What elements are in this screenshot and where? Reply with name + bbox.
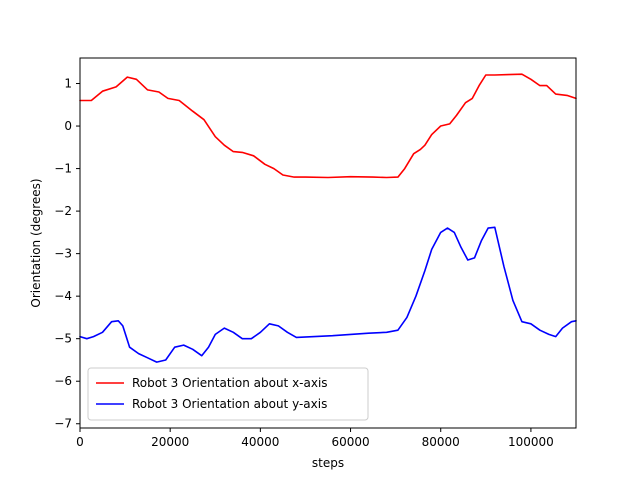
y-tick-label: −3 — [54, 247, 72, 261]
x-tick-label: 60000 — [331, 435, 369, 449]
legend-label: Robot 3 Orientation about y-axis — [132, 397, 327, 411]
y-tick-label: −4 — [54, 289, 72, 303]
legend-label: Robot 3 Orientation about x-axis — [132, 376, 328, 390]
y-tick-label: 1 — [64, 77, 72, 91]
legend-box — [87, 367, 369, 421]
y-axis: −7 −6 −5 −4 −3 −2 −1 0 1 — [54, 77, 80, 431]
series-layer — [79, 73, 577, 363]
y-axis-label: Orientation (degrees) — [29, 178, 43, 307]
y-tick-label: −7 — [54, 417, 72, 431]
y-tick-label: −1 — [54, 162, 72, 176]
series-line-1 — [79, 73, 577, 179]
x-tick-label: 20000 — [151, 435, 189, 449]
y-tick-label: −2 — [54, 204, 72, 218]
series-line-2 — [79, 226, 577, 363]
y-tick-label: −6 — [54, 374, 72, 388]
x-tick-label: 40000 — [241, 435, 279, 449]
x-axis-label: steps — [312, 456, 344, 470]
plot-frame — [79, 57, 577, 429]
y-tick-label: 0 — [64, 119, 72, 133]
x-axis: 0 20000 40000 60000 80000 100000 — [76, 428, 554, 449]
x-tick-label: 80000 — [422, 435, 460, 449]
x-tick-label: 100000 — [508, 435, 554, 449]
x-tick-label: 0 — [76, 435, 84, 449]
legend: Robot 3 Orientation about x-axis Robot 3 … — [87, 367, 369, 421]
y-tick-label: −5 — [54, 332, 72, 346]
